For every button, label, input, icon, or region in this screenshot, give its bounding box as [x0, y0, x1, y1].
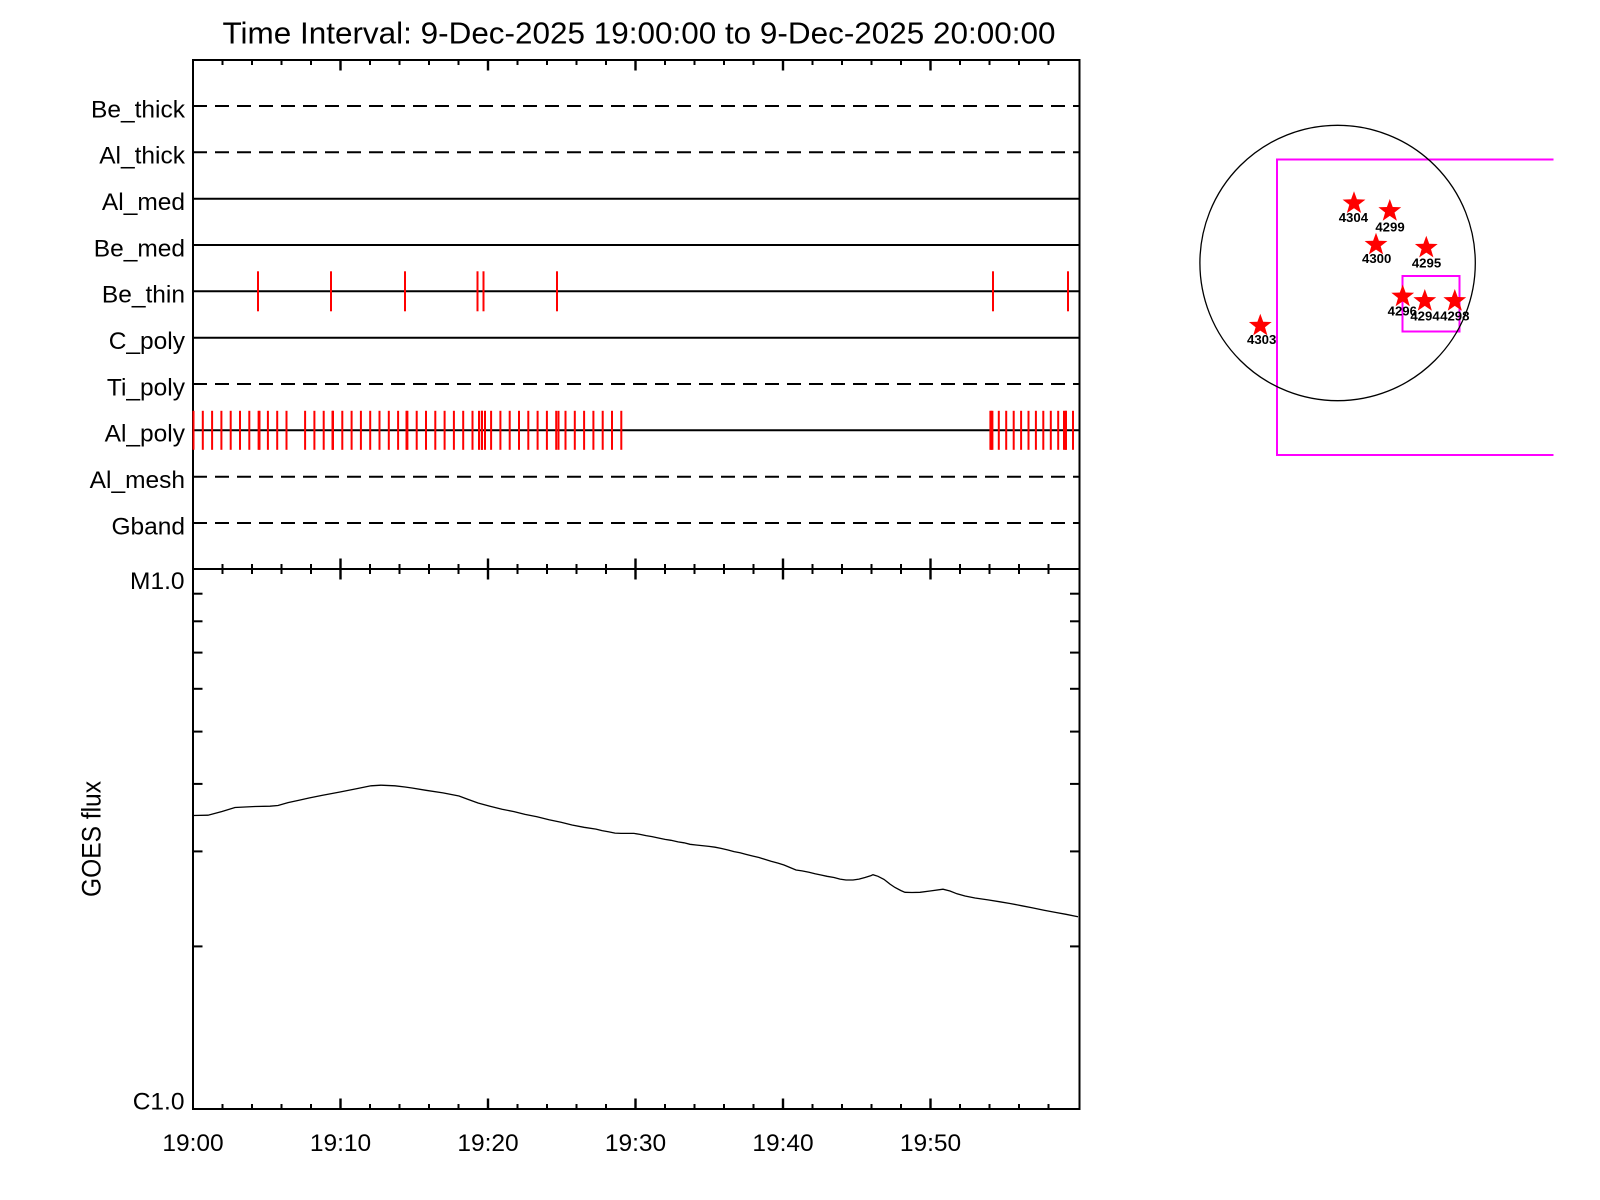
svg-text:Ti_poly: Ti_poly — [107, 374, 186, 401]
svg-text:19:20: 19:20 — [457, 1130, 518, 1157]
svg-text:19:30: 19:30 — [605, 1130, 666, 1157]
svg-text:C1.0: C1.0 — [133, 1089, 185, 1116]
svg-text:4298: 4298 — [1440, 308, 1469, 323]
svg-text:4299: 4299 — [1375, 219, 1404, 234]
svg-text:Al_thick: Al_thick — [99, 143, 186, 170]
svg-text:Time Interval: 9-Dec-2025 19:: Time Interval: 9-Dec-2025 19:00:00 to 9-… — [223, 16, 1056, 51]
svg-text:Al_mesh: Al_mesh — [90, 467, 185, 494]
svg-text:Be_med: Be_med — [94, 235, 185, 262]
svg-text:4295: 4295 — [1412, 255, 1441, 270]
svg-text:19:10: 19:10 — [310, 1130, 371, 1157]
svg-text:Al_poly: Al_poly — [105, 421, 186, 448]
svg-text:4296: 4296 — [1388, 304, 1417, 319]
svg-text:19:40: 19:40 — [752, 1130, 813, 1157]
svg-text:Be_thick: Be_thick — [91, 96, 186, 123]
svg-text:19:50: 19:50 — [900, 1130, 961, 1157]
svg-text:4294: 4294 — [1410, 308, 1440, 323]
svg-text:C_poly: C_poly — [109, 328, 186, 355]
svg-text:Al_med: Al_med — [102, 189, 185, 216]
svg-text:GOES flux: GOES flux — [77, 781, 107, 897]
svg-text:4303: 4303 — [1247, 332, 1276, 347]
svg-text:19:00: 19:00 — [162, 1130, 223, 1157]
svg-text:Gband: Gband — [111, 513, 185, 540]
svg-text:M1.0: M1.0 — [130, 568, 184, 595]
svg-text:Be_thin: Be_thin — [102, 282, 185, 309]
svg-text:4304: 4304 — [1339, 210, 1369, 225]
svg-text:4300: 4300 — [1362, 251, 1391, 266]
